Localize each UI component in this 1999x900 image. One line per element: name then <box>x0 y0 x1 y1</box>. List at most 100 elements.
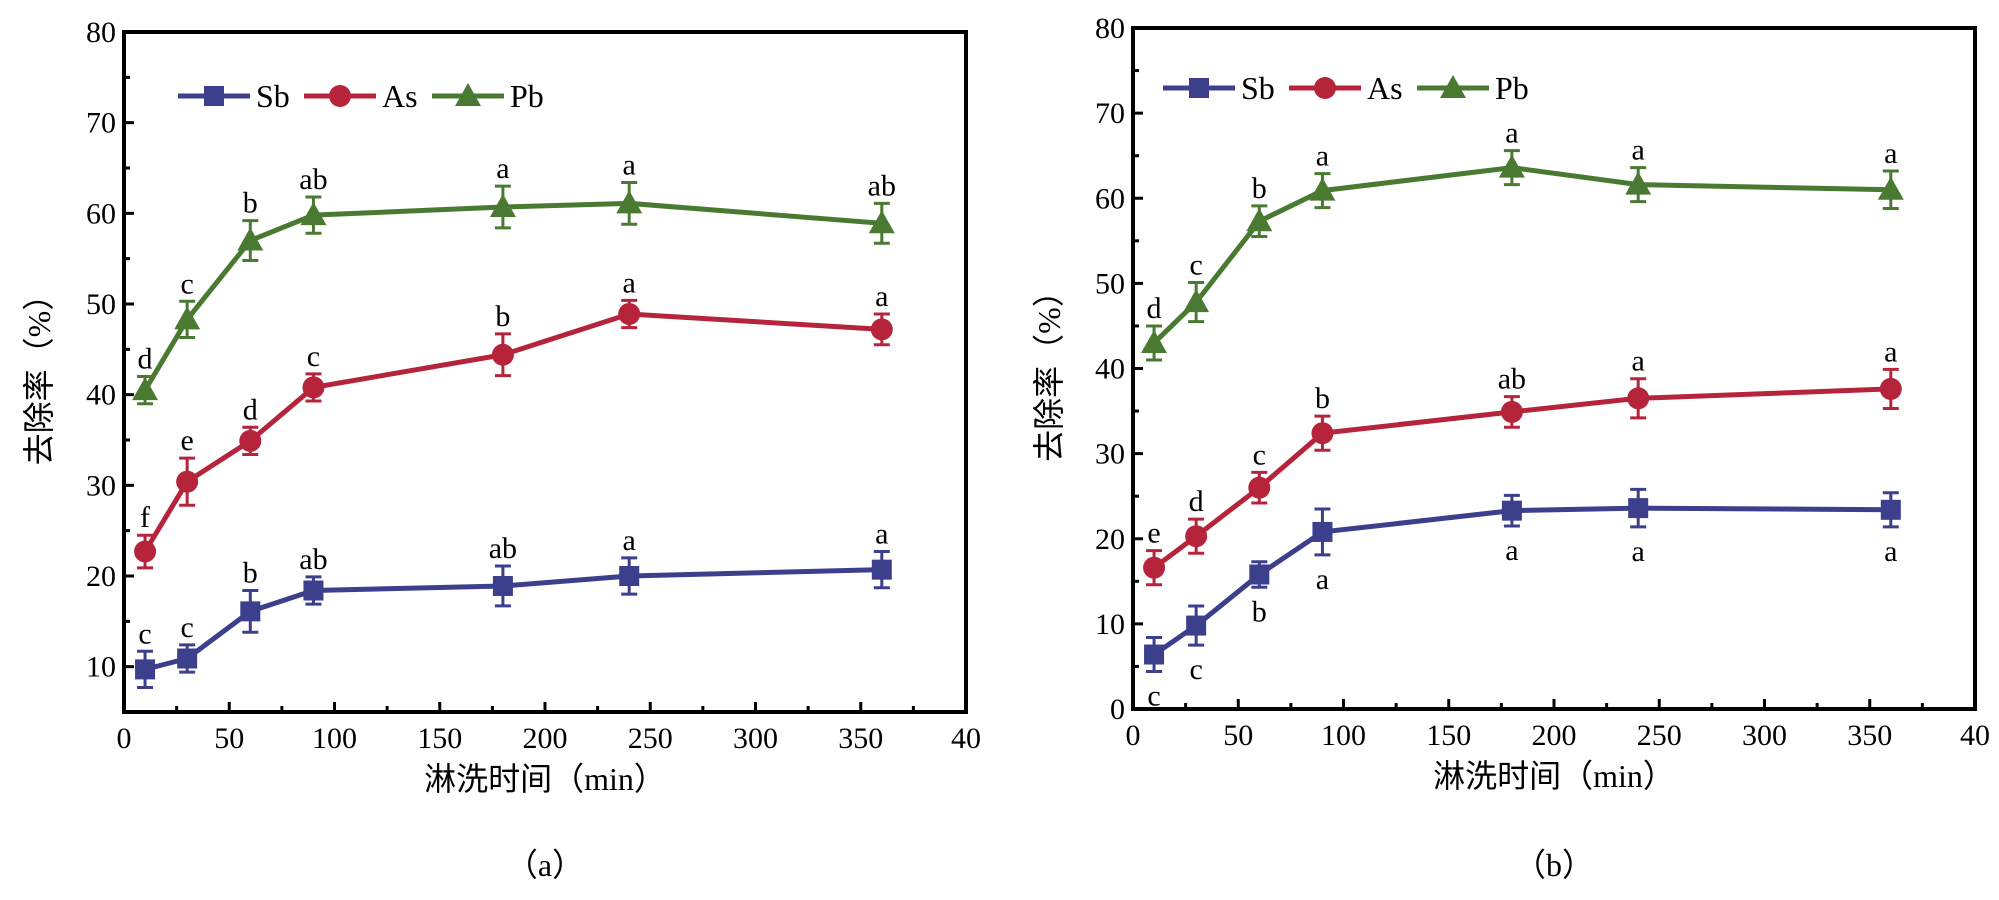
y-tick-label: 30 <box>86 469 116 502</box>
y-tick-label: 70 <box>1095 97 1125 130</box>
legend-marker-As <box>329 85 351 107</box>
x-tick-label: 200 <box>523 722 568 755</box>
legend: Sb As Pb <box>1163 70 1529 106</box>
y-tick-label: 80 <box>86 16 116 49</box>
data-point-Pb <box>1141 329 1168 353</box>
data-point-As <box>1185 525 1208 548</box>
data-point-Pb <box>1877 176 1904 200</box>
legend-label: Pb <box>1495 70 1529 106</box>
data-point-As <box>1627 387 1650 410</box>
data-point-Pb <box>1498 154 1525 178</box>
x-tick-label: 40 <box>951 722 981 755</box>
panel-label: （b） <box>1514 847 1594 883</box>
significance-letter: a <box>496 152 509 185</box>
significance-letter: a <box>623 149 636 182</box>
significance-letter: a <box>1884 535 1897 568</box>
series-As: f e d c b a a <box>134 266 893 570</box>
significance-letter: c <box>1189 249 1202 282</box>
x-axis-title: 淋洗时间（min） <box>424 761 666 797</box>
data-point-Pb <box>132 377 159 401</box>
significance-letter: e <box>180 424 193 457</box>
y-tick-label: 50 <box>1095 267 1125 300</box>
chart-panel-b: 0 10 20 30 40 50 60 70 80 0 50 100 150 200 250 300 350 40… <box>1031 12 1990 883</box>
significance-letter: ab <box>489 532 517 565</box>
significance-letter: a <box>1505 117 1518 150</box>
significance-letter: b <box>1252 172 1267 205</box>
x-tick-label: 150 <box>417 722 462 755</box>
data-point-Sb <box>240 601 261 622</box>
significance-letter: b <box>1315 382 1330 415</box>
y-tick-label: 20 <box>1095 523 1125 556</box>
data-point-As <box>1248 476 1271 499</box>
significance-letter: a <box>1632 345 1645 378</box>
x-tick-label: 250 <box>628 722 673 755</box>
legend-marker-Sb <box>204 86 224 106</box>
data-point-Sb <box>1312 521 1333 542</box>
legend-marker-Sb <box>1189 78 1209 98</box>
significance-letter: b <box>243 557 258 590</box>
data-point-Sb <box>619 566 640 586</box>
data-point-Pb <box>1625 171 1652 195</box>
data-point-Sb <box>492 575 513 596</box>
data-point-Pb <box>868 210 895 234</box>
legend-label: As <box>382 78 418 114</box>
y-axis-title: 去除率（%） <box>21 279 57 466</box>
chart-panel-a: 10 20 30 40 50 60 70 80 0 50 100 150 200 250 300 350 40 淋… <box>21 16 981 883</box>
significance-letter: a <box>875 518 888 551</box>
significance-letter: a <box>1632 535 1645 568</box>
data-point-As <box>134 540 157 563</box>
y-tick-label: 40 <box>86 379 116 412</box>
data-point-Sb <box>1880 499 1901 520</box>
data-point-Pb <box>1246 208 1273 232</box>
x-tick-label: 250 <box>1637 719 1682 752</box>
significance-letter: d <box>1147 292 1162 325</box>
data-point-As <box>1143 556 1166 579</box>
data-point-Pb <box>237 227 264 251</box>
series-line-Pb <box>142 200 882 392</box>
significance-letter: ab <box>299 163 327 196</box>
data-point-As <box>302 376 325 399</box>
significance-letter: c <box>1147 680 1160 713</box>
legend-label: Sb <box>256 78 290 114</box>
significance-letter: a <box>1884 137 1897 170</box>
series-As: ed c b ab a a <box>1143 335 1902 587</box>
data-point-Sb <box>1144 644 1165 665</box>
data-point-Pb <box>300 202 327 226</box>
x-axis-title: 淋洗时间（min） <box>1433 758 1675 794</box>
significance-letter: d <box>138 343 153 376</box>
x-tick-label: 300 <box>733 722 778 755</box>
y-axis-title: 去除率（%） <box>1031 275 1067 462</box>
data-point-Pb <box>489 193 516 217</box>
significance-letter: b <box>243 187 258 220</box>
significance-letter: c <box>1189 653 1202 686</box>
significance-letter: a <box>1505 534 1518 567</box>
significance-letter: ab <box>1498 363 1526 396</box>
series-Sb: cc b a a a a <box>1144 487 1901 713</box>
significance-letter: ab <box>868 169 896 202</box>
significance-letter: a <box>1316 140 1329 173</box>
x-tick-label: 150 <box>1426 719 1471 752</box>
legend-marker-Pb <box>1440 75 1466 98</box>
data-point-As <box>239 429 262 452</box>
significance-letter: c <box>180 267 193 300</box>
significance-letter: c <box>138 617 151 650</box>
data-point-Pb <box>616 190 643 214</box>
legend-marker-As <box>1314 77 1336 99</box>
significance-letter: a <box>1632 134 1645 167</box>
significance-letter: a <box>875 280 888 313</box>
significance-letter: e <box>1147 517 1160 550</box>
data-point-As <box>618 302 641 325</box>
x-tick-label: 100 <box>1321 719 1366 752</box>
significance-letter: b <box>495 300 510 333</box>
significance-letter: a <box>623 524 636 557</box>
significance-letter: d <box>243 393 258 426</box>
legend: Sb As Pb <box>178 78 544 114</box>
significance-letter: d <box>1189 485 1204 518</box>
x-tick-label: 50 <box>1223 719 1253 752</box>
data-point-As <box>491 343 514 366</box>
data-point-Pb <box>174 306 201 330</box>
data-point-Sb <box>177 648 198 669</box>
y-tick-label: 60 <box>86 197 116 230</box>
x-tick-label: 0 <box>117 722 132 755</box>
